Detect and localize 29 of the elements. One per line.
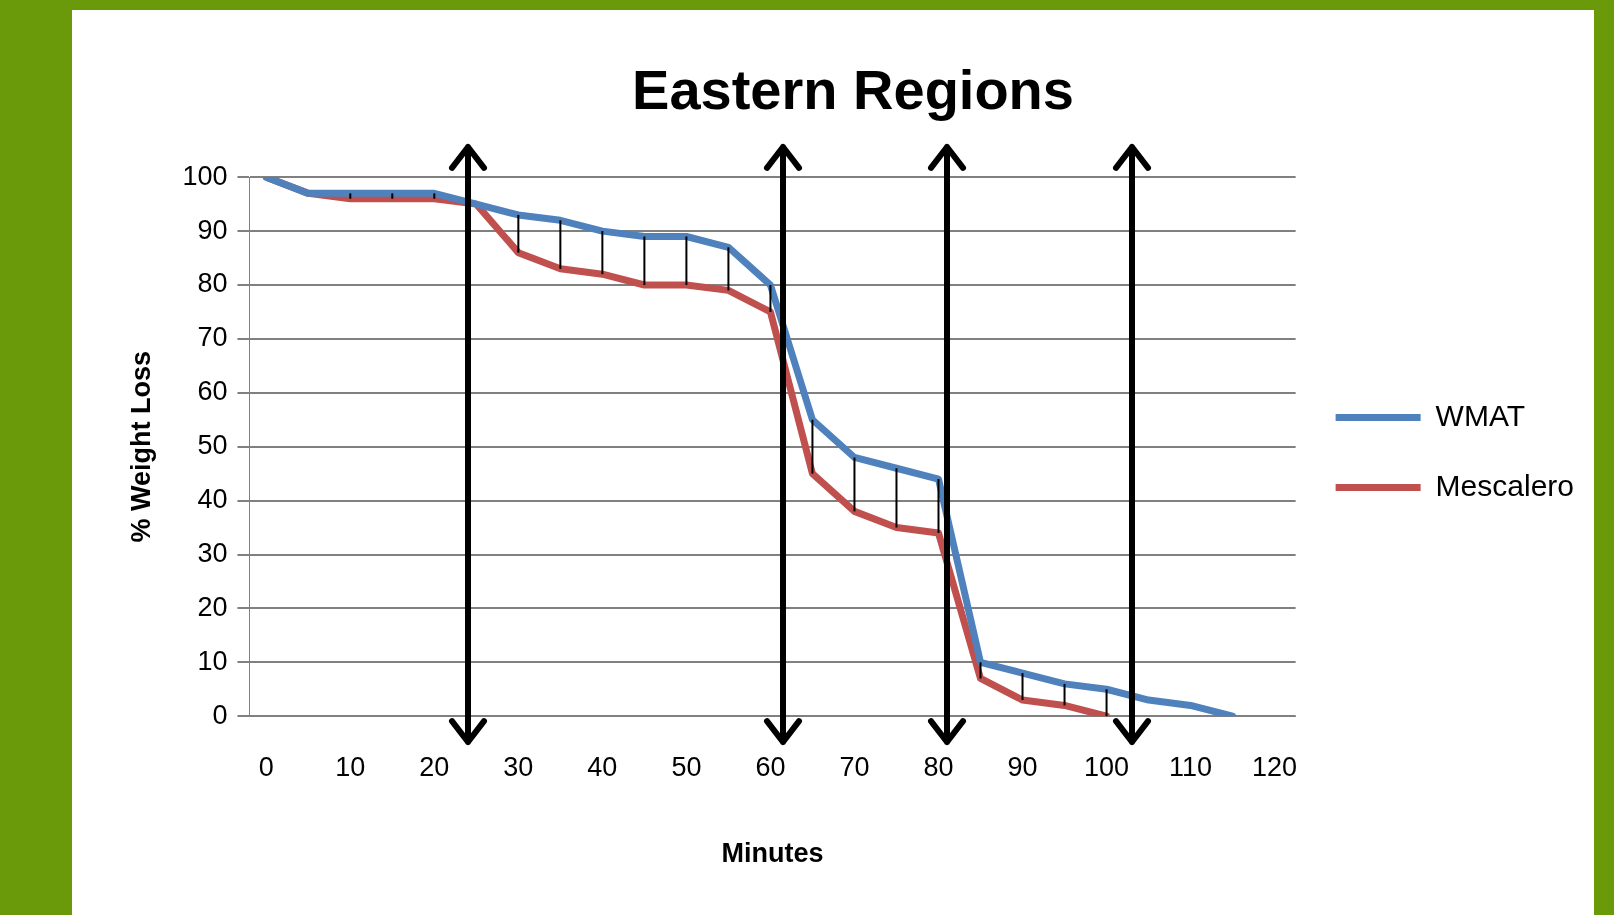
chart-title: Eastern Regions	[632, 58, 1074, 122]
x-axis-title: Minutes	[721, 838, 824, 869]
x-tick-label: 110	[1169, 751, 1213, 782]
x-tick-label: 100	[1084, 751, 1130, 782]
y-tick-label: 80	[197, 268, 228, 299]
x-tick-label: 30	[503, 751, 534, 782]
y-tick-label: 20	[197, 591, 228, 622]
y-axis-title: % Weight Loss	[125, 350, 156, 543]
x-tick-label: 80	[923, 751, 954, 782]
legend-label: WMAT	[1435, 398, 1526, 432]
y-tick-label: 10	[197, 645, 228, 676]
y-tick-label: 40	[197, 484, 228, 515]
x-tick-label: 0	[258, 751, 274, 782]
x-tick-label: 10	[335, 751, 366, 782]
y-tick-label: 70	[197, 322, 228, 353]
x-tick-label: 90	[1007, 751, 1038, 782]
x-tick-label: 70	[839, 751, 870, 782]
x-tick-label: 60	[755, 751, 786, 782]
y-tick-label: 0	[212, 699, 228, 730]
x-tick-label: 20	[419, 751, 450, 782]
y-tick-label: 100	[182, 160, 228, 191]
y-tick-label: 60	[197, 376, 228, 407]
y-tick-label: 50	[197, 430, 228, 461]
y-tick-label: 30	[197, 537, 228, 568]
x-tick-label: 120	[1252, 751, 1298, 782]
x-tick-label: 40	[587, 751, 618, 782]
y-tick-label: 90	[197, 214, 228, 245]
x-tick-label: 50	[671, 751, 702, 782]
legend-label: Mescalero	[1435, 468, 1575, 502]
